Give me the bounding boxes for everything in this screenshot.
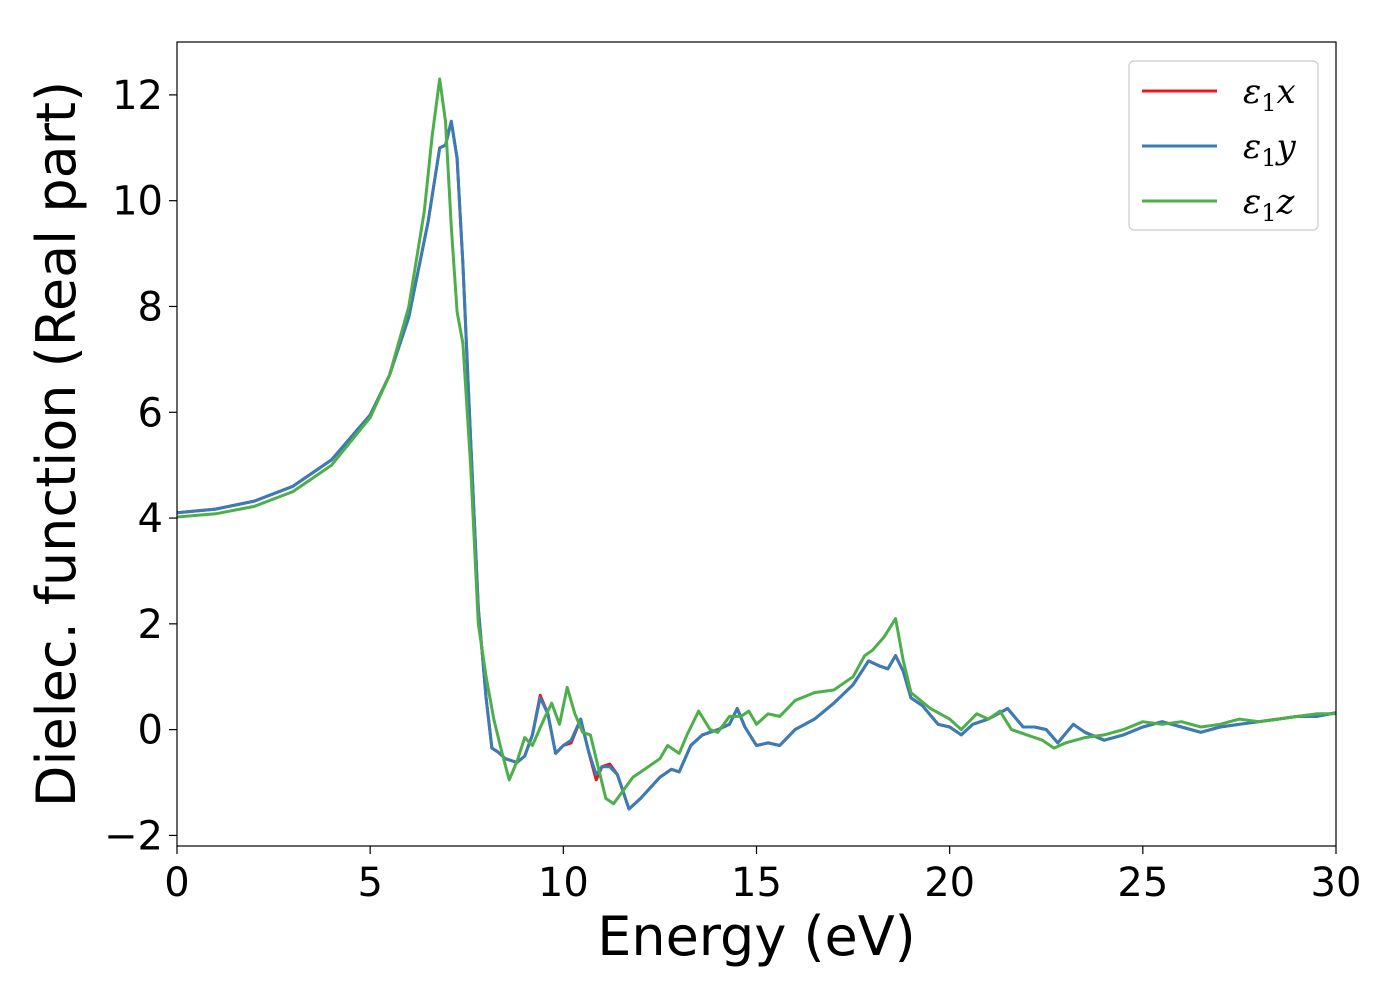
- y-tick-label: 2: [138, 602, 163, 648]
- legend-label-z: ε1z: [1243, 182, 1296, 227]
- x-tick-label: 25: [1117, 860, 1168, 906]
- legend-label-x: ε1x: [1243, 72, 1296, 117]
- legend-frame: [1128, 60, 1319, 231]
- x-tick-label: 10: [538, 860, 589, 906]
- legend-label-y: ε1y: [1243, 127, 1297, 172]
- x-tick-label: 0: [164, 860, 189, 906]
- series-line-z: [177, 77, 1336, 806]
- y-tick-label: 12: [112, 73, 163, 119]
- x-tick-label: 20: [924, 860, 975, 906]
- x-axis-title: Energy (eV): [597, 905, 916, 968]
- y-axis-title: Dielec. function (Real part): [25, 81, 88, 807]
- legend: ε1x ε1y ε1z: [1128, 60, 1319, 231]
- x-tick-label: 30: [1311, 860, 1362, 906]
- series-layer: [177, 77, 1336, 811]
- y-tick-label: 4: [138, 496, 163, 542]
- y-tick-label: 6: [138, 390, 163, 436]
- x-tick-label: 15: [731, 860, 782, 906]
- y-tick-label: −2: [104, 813, 163, 859]
- y-tick-label: 0: [138, 708, 163, 754]
- series-line-y: [177, 119, 1336, 811]
- x-tick-label: 5: [357, 860, 382, 906]
- y-tick-label: 8: [138, 284, 163, 330]
- y-tick-label: 10: [112, 179, 163, 225]
